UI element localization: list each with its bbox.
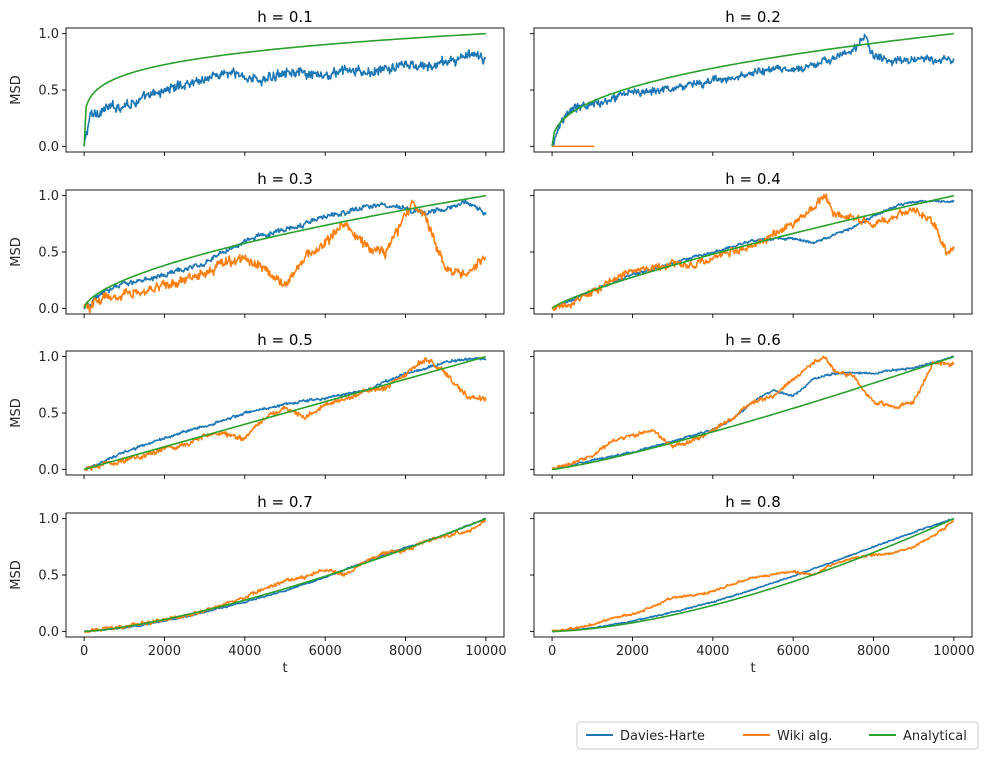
- x-tick-label: 10000: [933, 644, 974, 659]
- axes-frame: [533, 189, 973, 315]
- series-line-analytical: [552, 355, 955, 471]
- series-group: [551, 32, 955, 148]
- x-tick-label: 0: [548, 644, 556, 659]
- series-line-wiki-alg-: [83, 199, 487, 314]
- series-line-davies-harte: [551, 33, 955, 147]
- subplot-title: h = 0.1: [257, 8, 312, 26]
- series-line-analytical: [551, 194, 955, 309]
- subplot-title: h = 0.6: [725, 331, 780, 349]
- subplot-title: h = 0.8: [725, 493, 780, 511]
- series-group: [83, 32, 487, 147]
- y-tick-label: 0.5: [38, 569, 59, 584]
- x-tick-label: 0: [80, 644, 88, 659]
- y-tick-label: 1.0: [38, 27, 59, 42]
- series-line-davies-harte: [551, 355, 955, 470]
- legend: Davies-Harte Wiki alg. Analytical: [576, 721, 979, 750]
- subplot-title: h = 0.2: [725, 8, 780, 26]
- y-tick-label: 1.0: [38, 350, 59, 365]
- x-tick-label: 4000: [228, 644, 261, 659]
- series-line-davies-harte: [83, 356, 487, 471]
- y-tick-label: 0.0: [38, 625, 59, 640]
- y-axis-label: MSD: [9, 560, 24, 589]
- subplot-3: h = 0.3 0.0 0.5 1.0 MSD: [9, 170, 505, 318]
- y-tick-label: 1.0: [38, 189, 59, 204]
- subplot-4: h = 0.4: [530, 170, 973, 318]
- series-group: [83, 194, 487, 314]
- y-axis-label: MSD: [9, 237, 24, 266]
- axes-frame: [533, 27, 973, 153]
- x-tick-label: 6000: [777, 644, 810, 659]
- series-line-wiki-alg-: [551, 355, 955, 471]
- y-tick-label: 1.0: [38, 512, 59, 527]
- series-line-wiki-alg-: [551, 520, 955, 633]
- x-tick-label: 10000: [465, 644, 506, 659]
- series-line-davies-harte: [551, 199, 955, 309]
- series-line-analytical: [83, 194, 487, 309]
- series-line-wiki-alg-: [83, 519, 487, 634]
- subplot-6: h = 0.6: [530, 331, 973, 479]
- y-tick-label: 0.5: [38, 246, 59, 261]
- subplot-7: h = 0.7 0 2000 4000 6000 8000 10000 0.0 0.5 1.0 MS…: [9, 493, 507, 676]
- x-axis-label: t: [282, 661, 287, 676]
- subplot-title: h = 0.4: [725, 170, 780, 188]
- legend-box: [576, 721, 979, 750]
- x-tick-label: 2000: [148, 644, 181, 659]
- x-tick-label: 2000: [616, 644, 649, 659]
- series-line-wiki-alg-: [551, 193, 955, 312]
- axes-frame: [65, 512, 505, 638]
- series-line-wiki-alg-: [83, 357, 487, 472]
- x-axis-label: t: [750, 661, 755, 676]
- subplot-8: h = 0.8 0 2000 4000 6000 8000 10000 t: [530, 493, 975, 676]
- x-tick-label: 4000: [696, 644, 729, 659]
- y-tick-label: 0.0: [38, 463, 59, 478]
- series-group: [551, 193, 955, 312]
- legend-label-wiki: Wiki alg.: [777, 729, 832, 744]
- series-line-analytical: [83, 32, 486, 147]
- series-line-davies-harte: [83, 517, 487, 633]
- subplot-grid: h = 0.1 0.0 0.5 1.0 MSD h = 0.2 h = 0.3 0.0 0.5 1…: [9, 8, 975, 676]
- subplot-5: h = 0.5 0.0 0.5 1.0 MSD: [9, 331, 505, 479]
- y-tick-label: 0.5: [38, 84, 59, 99]
- series-line-davies-harte: [551, 517, 955, 633]
- series-group: [83, 355, 487, 472]
- series-group: [551, 517, 955, 633]
- legend-label-analytical: Analytical: [903, 729, 967, 744]
- y-axis-label: MSD: [9, 75, 24, 104]
- y-tick-label: 0.0: [38, 302, 59, 317]
- series-line-analytical: [551, 32, 955, 147]
- axes-frame: [533, 512, 973, 638]
- x-tick-label: 8000: [857, 644, 890, 659]
- y-tick-label: 0.0: [38, 140, 59, 155]
- series-line-analytical: [84, 517, 487, 633]
- x-tick-label: 6000: [309, 644, 342, 659]
- subplot-title: h = 0.7: [257, 493, 312, 511]
- x-tick-label: 8000: [389, 644, 422, 659]
- y-axis-label: MSD: [9, 398, 24, 427]
- legend-label-davies-harte: Davies-Harte: [620, 729, 705, 744]
- series-line-davies-harte: [83, 49, 487, 147]
- subplot-title: h = 0.5: [257, 331, 312, 349]
- series-group: [551, 355, 955, 471]
- axes-frame: [65, 27, 505, 153]
- subplot-2: h = 0.2: [530, 8, 973, 156]
- subplot-1: h = 0.1 0.0 0.5 1.0 MSD: [9, 8, 505, 156]
- series-line-analytical: [83, 355, 487, 471]
- y-tick-label: 0.5: [38, 407, 59, 422]
- series-line-analytical: [552, 517, 955, 633]
- series-group: [83, 517, 487, 634]
- subplot-title: h = 0.3: [257, 170, 312, 188]
